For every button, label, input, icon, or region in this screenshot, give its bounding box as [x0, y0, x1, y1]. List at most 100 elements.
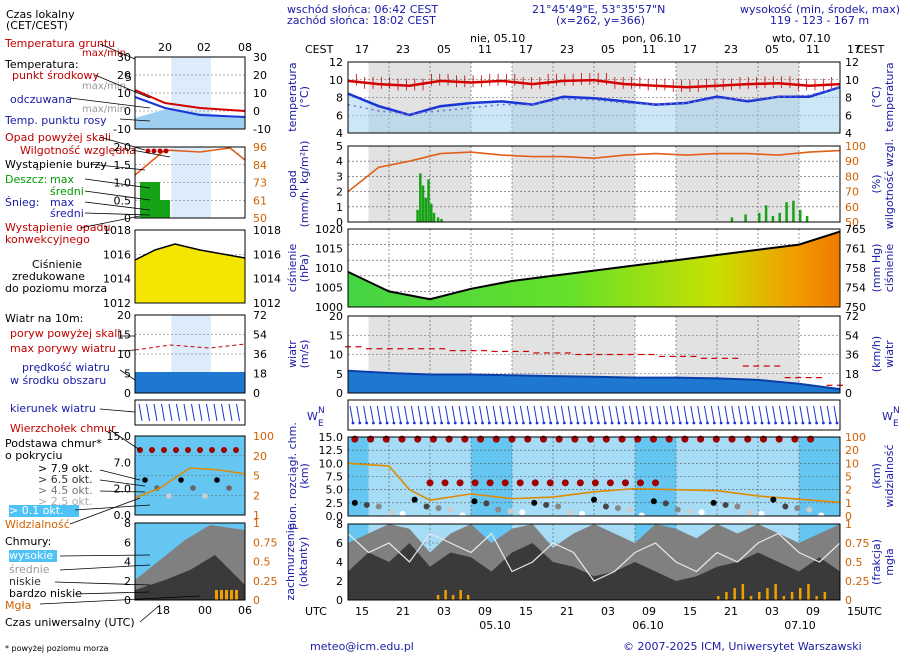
rain-bar-late-7: [792, 200, 795, 222]
cloud-base-29: [698, 509, 705, 516]
legend-okt-01: > 0.1 okt.: [9, 505, 79, 517]
cloud-axis-unit: (km): [298, 463, 311, 489]
elevation-values: 119 - 123 - 167 m: [770, 14, 870, 27]
dir-legend-arrow-0: [138, 403, 143, 422]
wind-arrow-head-38: [610, 421, 614, 425]
wind-arrow-head-13: [440, 421, 444, 425]
press-legend-tick-right-1: 1014: [253, 273, 281, 286]
temp-tick-left-2: 8: [336, 92, 343, 105]
legend-connector-26: [39, 595, 201, 605]
wind-arrow-head-26: [528, 421, 532, 425]
legend-storm: Wystąpienie burzy: [5, 158, 107, 171]
wind-arrow-22: [499, 405, 504, 424]
legend-hour-02: 02: [197, 41, 211, 54]
wind-legend-tick-left-4: 20: [117, 309, 131, 322]
dir-legend-arrow-1: [146, 403, 150, 422]
wind-legend-tick-left-0: 0: [124, 387, 131, 400]
rain-bar-5: [430, 203, 433, 222]
wind-arrow-head-63: [781, 421, 784, 425]
wind-arrow-34: [581, 405, 586, 424]
press-tick-left-4: 1020: [315, 223, 343, 236]
cloud-base-legend-6: [214, 477, 220, 483]
wind-arrow-head-71: [835, 421, 839, 425]
wind-arrow-46: [663, 405, 668, 424]
legend-time-local: Czas lokalny: [6, 8, 75, 21]
rain-bar-4: [427, 179, 430, 222]
wind-arrow-head-7: [399, 421, 403, 425]
wind-arrow-head-16: [460, 421, 464, 425]
press-tick-right-1: 754: [845, 282, 866, 295]
prec-tick-right-0: 50: [845, 216, 859, 229]
dir-legend-arrow-5: [176, 403, 180, 422]
wind-arrow-head-34: [583, 421, 587, 425]
wind-arrow-head-9: [412, 421, 416, 425]
legend-low: niskie: [9, 575, 41, 588]
contact-email[interactable]: meteo@icm.edu.pl: [310, 640, 414, 653]
rain-bar-late-9: [805, 215, 809, 222]
wind-axis-label-right: wiatr: [883, 340, 896, 368]
top-hour-2: 05: [437, 43, 451, 56]
cloud-base-17: [555, 503, 562, 510]
cloud-base-10: [471, 498, 478, 505]
wind-arrow-head-49: [685, 421, 689, 425]
cloud-base-legend-5: [202, 493, 208, 499]
legend-pressure1: Ciśnienie: [32, 258, 83, 271]
wind-frame: [347, 315, 841, 394]
top-hour-5: 23: [560, 43, 574, 56]
footnote: * powyżej poziomu morza: [5, 644, 109, 653]
press-axis-label: ciśnienie: [286, 244, 299, 293]
press-legend-tick-left-3: 1018: [103, 224, 131, 237]
cloud-mid-6: [516, 479, 524, 487]
copyright-text: © 2007-2025 ICM, Uniwersytet Warszawski: [623, 640, 862, 653]
wind-arrow-head-68: [815, 421, 818, 425]
top-hour-11: 11: [806, 43, 820, 56]
fog-bar-10: [799, 588, 802, 600]
wind-arrow-15: [451, 405, 456, 424]
temp-tick-right-2: 8: [845, 92, 852, 105]
wind-arrow-head-31: [562, 421, 566, 425]
rain-bar-0: [416, 209, 419, 222]
cloud-top-legend-8: [233, 447, 239, 453]
wind-tick-right-1: 18: [845, 368, 859, 381]
bottom-hour-5: 21: [560, 605, 574, 618]
cloud-top-legend-7: [221, 447, 227, 453]
temp-legend-tick-right-1: 0: [253, 105, 260, 118]
cloud-base-legend-2: [166, 493, 172, 499]
bottom-day-2: 07.10: [784, 619, 816, 632]
cloud-top-legend-3: [173, 447, 179, 453]
press-legend-frame: [134, 229, 246, 304]
cloud-base-19: [579, 510, 586, 517]
wind-arrow-head-5: [385, 421, 389, 425]
cloud-mid-5: [501, 479, 509, 487]
wind-arrow-18: [472, 405, 477, 424]
cloud-tick-left-6: 15.0: [319, 431, 344, 444]
temp-axis-unit-right: (°C): [870, 86, 883, 108]
legend-connector-6: [89, 163, 146, 171]
elevation-label: wysokość (min, środek, max): [740, 3, 901, 16]
wind-arrow-head-3: [372, 421, 375, 425]
cover-axis-label: zachmurzenie: [284, 523, 297, 600]
temp-axis-unit: (°C): [298, 86, 311, 108]
wind-arrow-35: [588, 405, 593, 424]
wind-arrow-3: [369, 405, 374, 424]
wind-arrow-head-2: [365, 421, 369, 425]
fog-bar-13: [823, 592, 827, 600]
fog-bar-2: [733, 588, 736, 600]
bottom-day-0: 05.10: [479, 619, 511, 632]
wind-arrow-30: [554, 405, 558, 424]
wind-arrow-head-39: [617, 421, 621, 425]
temp-line: [347, 78, 841, 89]
temp-legend-tick-left-2: 10: [117, 87, 131, 100]
prec-legend-tick-right-3: 84: [253, 159, 267, 172]
temp-tick-right-1: 6: [845, 109, 852, 122]
legend-snow: Śnieg:: [5, 196, 40, 209]
prec-legend-tick-left-1: 0.5: [114, 194, 132, 207]
fog-bar-11: [807, 584, 810, 600]
legend-utc: Czas uniwersalny (UTC): [5, 616, 135, 629]
cloud-base-27: [674, 506, 681, 513]
dir-legend-frame: [134, 399, 246, 426]
legend-connector-20: [74, 504, 151, 511]
fog-legend-bar-3: [230, 590, 233, 600]
wind-tick-left-4: 20: [329, 310, 343, 323]
